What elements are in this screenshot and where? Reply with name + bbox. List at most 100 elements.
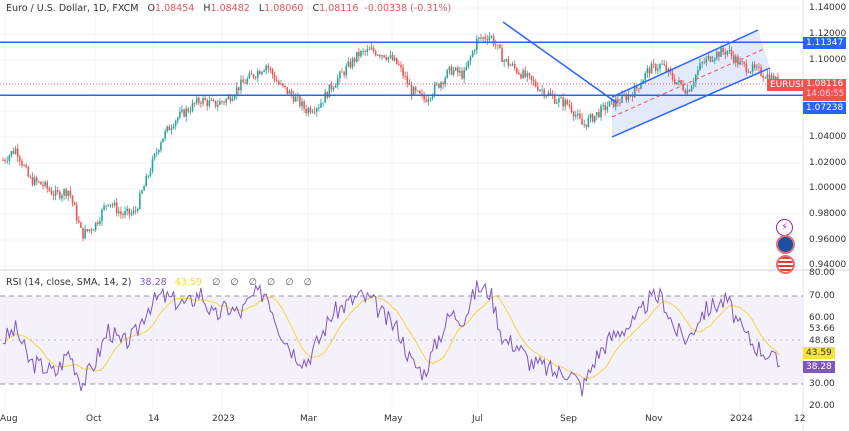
candle-body [499, 44, 501, 49]
candle-body [503, 60, 505, 63]
candle-body [25, 165, 27, 168]
candle-body [322, 102, 324, 104]
eu-flag-icon[interactable] [776, 235, 795, 254]
candle-body [467, 60, 470, 68]
candle-body [261, 71, 263, 75]
candle-body [768, 74, 771, 82]
candle-body [711, 60, 714, 62]
candle-body [113, 202, 116, 206]
candle-body [734, 56, 737, 63]
support-price-tag: 1.07238 [803, 102, 847, 114]
candle-body [490, 36, 493, 37]
candle-body [492, 36, 495, 45]
candle-body [67, 190, 70, 197]
candle-body [122, 214, 124, 216]
candle-body [435, 83, 438, 85]
candle-body [707, 56, 710, 59]
candle-body [547, 92, 550, 96]
price-tick: 0.98000 [809, 209, 847, 219]
candle-body [71, 195, 74, 203]
candle-body [596, 112, 598, 116]
candle-body [284, 85, 286, 88]
empty-value: ∅ [230, 277, 239, 288]
candle-body [44, 182, 46, 187]
candle-body [6, 160, 9, 162]
candle-body [286, 87, 289, 94]
candle-body [621, 95, 623, 103]
candle-body [505, 59, 508, 61]
candle-body [701, 62, 703, 64]
date-tick: Nov [645, 414, 663, 424]
candle-body [412, 87, 415, 95]
bar-countdown: 14:06:55 [806, 89, 845, 99]
rsi-tick: 48.68 [809, 336, 835, 346]
candle-body [8, 155, 11, 161]
candle-body [524, 70, 527, 77]
candle-body [107, 204, 110, 206]
candle-body [454, 67, 457, 71]
candle-body [14, 148, 17, 154]
symbol-tag: EURUSD [767, 79, 811, 91]
candle-body [482, 37, 484, 39]
candle-body [532, 79, 535, 82]
candle-body [753, 64, 756, 68]
rsi-sma-value: 43.59 [174, 277, 202, 288]
candle-body [383, 55, 385, 58]
empty-value: ∅ [211, 277, 221, 288]
candle-body [661, 63, 663, 65]
candle-body [136, 209, 139, 211]
candle-body [587, 117, 590, 127]
candle-body [200, 102, 202, 104]
candle-body [233, 95, 236, 99]
rsi-title[interactable]: RSI (14, close, SMA, 14, 2) [6, 277, 132, 288]
candle-body [646, 68, 649, 73]
rsi-tick: 30.00 [809, 379, 835, 389]
lightning-icon[interactable]: ⚡ [776, 219, 793, 236]
candle-body [155, 152, 158, 154]
symbol-title[interactable]: Euro / U.S. Dollar, 1D, FXCM [6, 3, 139, 14]
candle-body [450, 66, 453, 75]
candle-body [265, 65, 268, 71]
candle-body [440, 82, 442, 88]
candle-body [69, 190, 72, 196]
candle-body [648, 68, 651, 74]
candle-body [252, 74, 255, 78]
candle-body [292, 94, 295, 102]
candle-body [684, 90, 687, 94]
candle-body [568, 104, 571, 106]
rsi-sma-tag: 43.59 [803, 347, 835, 359]
candle-body [307, 108, 310, 114]
candle-body [368, 49, 371, 51]
candle-body [387, 57, 390, 60]
low-value: 1.08060 [264, 3, 304, 14]
candle-body [301, 101, 303, 107]
candle-body [726, 50, 729, 55]
candle-body [713, 58, 716, 61]
candle-body [377, 55, 379, 56]
candle-body [572, 111, 575, 117]
candle-body [109, 204, 112, 206]
candle-body [667, 68, 670, 72]
candle-body [486, 39, 489, 41]
us-flag-icon[interactable] [776, 255, 795, 274]
candle-body [183, 109, 185, 117]
close-value: 1.08116 [319, 3, 359, 14]
empty-value: ∅ [285, 277, 294, 288]
candle-body [644, 72, 647, 81]
candle-body [543, 89, 545, 97]
candle-body [59, 191, 61, 199]
low-label: L [258, 3, 265, 14]
high-value: 1.08482 [210, 3, 250, 14]
candle-body [358, 51, 360, 57]
candle-body [385, 57, 388, 60]
candle-body [343, 72, 345, 76]
date-tick: Mar [300, 414, 317, 424]
candle-body [229, 96, 232, 101]
candle-body [749, 71, 752, 73]
candle-body [699, 63, 701, 70]
candle-body [221, 101, 223, 102]
candle-body [431, 94, 434, 99]
candle-body [631, 95, 634, 98]
candle-body [560, 97, 562, 99]
